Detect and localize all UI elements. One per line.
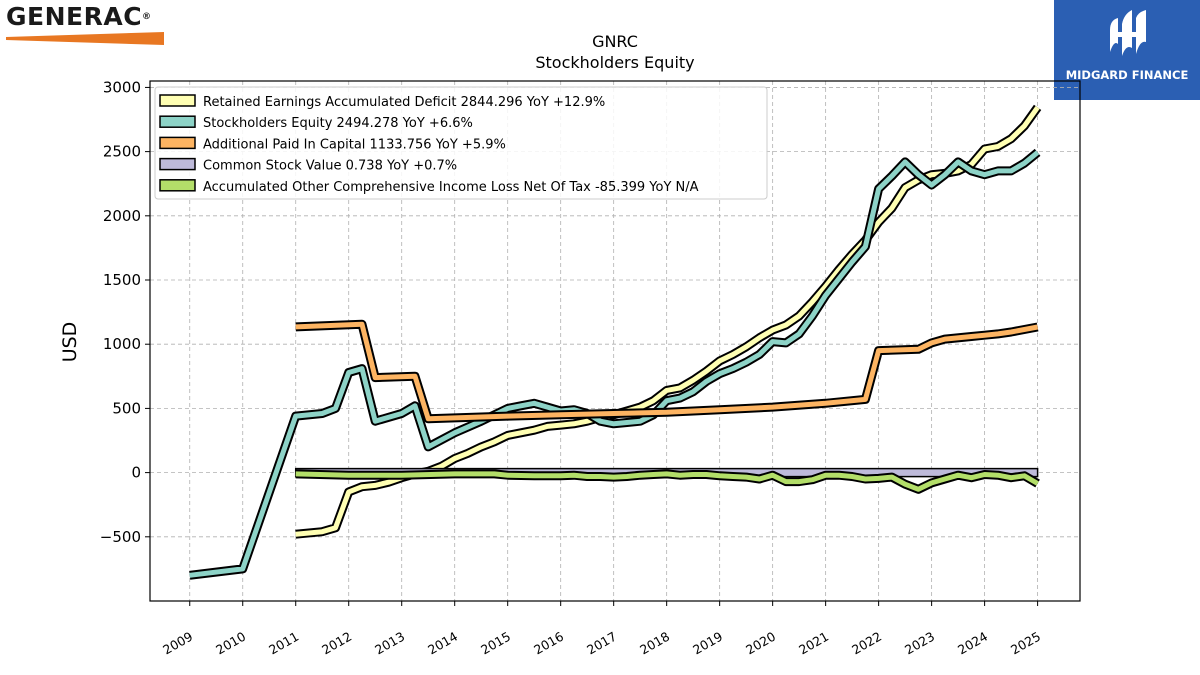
y-tick-label: 1000	[103, 335, 141, 353]
chart-subtitle: Stockholders Equity	[535, 53, 694, 72]
generac-swoosh-icon	[6, 32, 164, 45]
legend-swatch-stockholders-equity	[159, 115, 196, 128]
y-tick-label: 500	[112, 399, 141, 417]
x-tick-label: 2011	[266, 629, 301, 658]
x-tick-label: 2023	[902, 629, 937, 658]
midgard-emblem-icon	[1110, 10, 1146, 56]
series-stockholders-equity	[189, 150, 1040, 578]
y-tick-label: −500	[100, 528, 141, 546]
generac-logo-text: GENERAC®	[6, 2, 152, 31]
legend-swatch-additional-paid-in-capital	[159, 136, 196, 150]
x-tick-label: 2022	[849, 629, 884, 658]
legend-swatch-retained-earnings	[159, 94, 196, 107]
plot-frame	[149, 80, 1081, 602]
legend-entry-additional-paid-in-capital: Additional Paid In Capital 1133.756 YoY …	[203, 137, 506, 152]
y-tick-label: 1500	[103, 271, 141, 289]
legend-entry-retained-earnings: Retained Earnings Accumulated Deficit 28…	[203, 95, 605, 110]
legend: Retained Earnings Accumulated Deficit 28…	[154, 86, 768, 200]
x-tick-label: 2017	[584, 629, 619, 658]
legend-entry-common-stock-value: Common Stock Value 0.738 YoY +0.7%	[203, 159, 457, 174]
x-tick-label: 2010	[213, 629, 248, 658]
y-tick-label: 3000	[103, 78, 141, 96]
y-axis-label: USD	[59, 322, 81, 363]
x-tick-label: 2013	[372, 629, 407, 658]
x-tick-label: 2025	[1008, 629, 1043, 658]
x-tick-label: 2014	[425, 629, 460, 658]
x-tick-label: 2024	[955, 629, 990, 658]
x-tick-label: 2021	[796, 629, 831, 658]
x-tick-label: 2016	[531, 629, 566, 658]
x-tick-label: 2020	[743, 629, 778, 658]
x-tick-label: 2009	[160, 629, 195, 658]
generac-logo: GENERAC®	[6, 2, 170, 45]
midgard-logo-text: MIDGARD FINANCE	[1065, 68, 1189, 82]
x-tick-label: 2019	[690, 629, 725, 658]
x-tick-label: 2015	[478, 629, 513, 658]
x-tick-label: 2018	[637, 629, 672, 658]
x-tick-label: 2012	[319, 629, 354, 658]
y-tick-label: 2000	[103, 207, 141, 225]
legend-entry-stockholders-equity: Stockholders Equity 2494.278 YoY +6.6%	[203, 116, 473, 131]
y-tick-label: 0	[131, 464, 141, 482]
midgard-finance-logo: MIDGARD FINANCE	[1054, 0, 1200, 100]
legend-entry-aoci: Accumulated Other Comprehensive Income L…	[203, 180, 699, 195]
legend-swatch-aoci	[159, 179, 196, 192]
series-lines	[189, 104, 1042, 580]
series-aoci	[295, 471, 1039, 492]
chart-title: GNRC	[592, 32, 638, 51]
legend-swatch-common-stock-value	[159, 157, 196, 171]
y-tick-label: 2500	[103, 143, 141, 161]
legend-box	[154, 86, 768, 200]
series-additional-paid-in-capital	[295, 321, 1039, 422]
